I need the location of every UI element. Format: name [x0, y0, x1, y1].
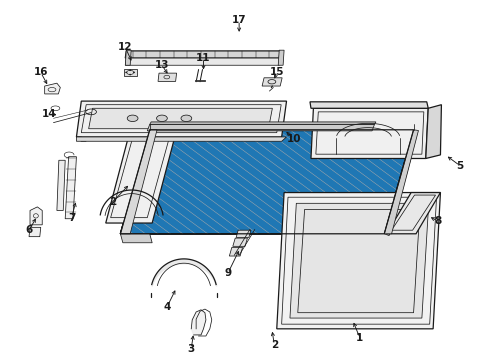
Polygon shape [76, 137, 287, 141]
Polygon shape [106, 116, 181, 121]
Polygon shape [229, 247, 243, 256]
Polygon shape [124, 69, 137, 76]
Polygon shape [195, 80, 205, 81]
Text: 3: 3 [188, 343, 195, 354]
Polygon shape [290, 203, 429, 318]
Ellipse shape [129, 70, 131, 71]
Text: 4: 4 [163, 302, 171, 312]
Text: 8: 8 [434, 216, 441, 226]
Polygon shape [384, 130, 418, 235]
Text: 14: 14 [42, 109, 57, 119]
Text: 2: 2 [109, 197, 117, 207]
Polygon shape [30, 207, 42, 225]
Text: 11: 11 [196, 53, 211, 63]
Polygon shape [121, 130, 157, 234]
Polygon shape [29, 227, 41, 237]
Text: 15: 15 [270, 67, 284, 77]
Polygon shape [57, 160, 65, 211]
PathPatch shape [121, 130, 414, 234]
Polygon shape [89, 108, 272, 129]
Polygon shape [76, 101, 287, 137]
Text: 16: 16 [33, 67, 48, 77]
Polygon shape [76, 137, 86, 141]
Polygon shape [121, 130, 414, 234]
Polygon shape [121, 234, 152, 243]
Ellipse shape [129, 74, 131, 75]
Polygon shape [65, 157, 76, 219]
Polygon shape [125, 51, 280, 58]
Polygon shape [277, 193, 441, 329]
PathPatch shape [121, 130, 414, 234]
Polygon shape [310, 102, 428, 108]
Polygon shape [158, 73, 176, 81]
Text: 2: 2 [270, 340, 278, 350]
Ellipse shape [127, 115, 138, 122]
Ellipse shape [157, 115, 167, 122]
Polygon shape [45, 83, 60, 94]
Polygon shape [311, 108, 428, 158]
Polygon shape [150, 122, 376, 125]
Text: 9: 9 [224, 268, 231, 278]
Text: 17: 17 [232, 15, 246, 26]
Polygon shape [426, 105, 441, 158]
Text: 5: 5 [456, 161, 464, 171]
Polygon shape [106, 121, 179, 223]
Polygon shape [125, 50, 131, 65]
Polygon shape [236, 230, 251, 237]
Text: 7: 7 [68, 213, 75, 222]
Polygon shape [147, 125, 374, 131]
Text: 6: 6 [25, 225, 33, 235]
Ellipse shape [133, 72, 135, 73]
Ellipse shape [125, 72, 127, 73]
Polygon shape [262, 78, 282, 86]
Polygon shape [387, 193, 441, 234]
Polygon shape [278, 50, 284, 65]
Polygon shape [233, 238, 247, 246]
Ellipse shape [181, 115, 192, 122]
Text: 10: 10 [287, 134, 301, 144]
Text: 12: 12 [118, 42, 132, 52]
Text: 13: 13 [155, 60, 169, 70]
Polygon shape [125, 58, 280, 65]
Polygon shape [384, 130, 418, 234]
Text: 1: 1 [356, 333, 364, 343]
Polygon shape [191, 310, 206, 335]
